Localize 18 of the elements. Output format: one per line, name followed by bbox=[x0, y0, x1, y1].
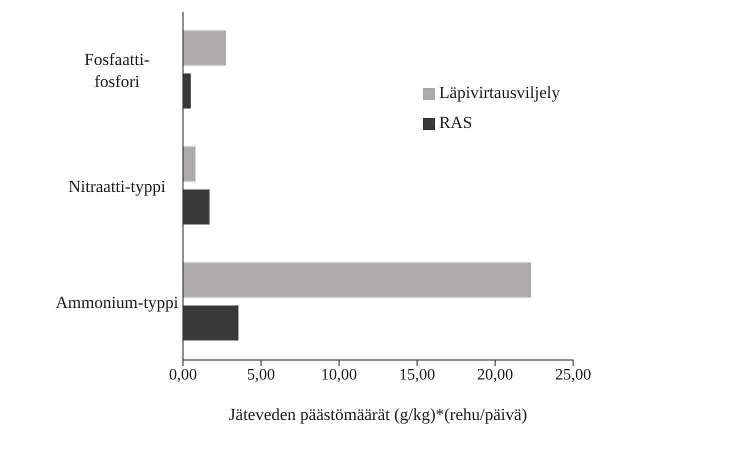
bar bbox=[183, 190, 210, 225]
bar bbox=[183, 74, 191, 109]
y-tick-label: Ammonium-typpi bbox=[56, 292, 179, 312]
bar bbox=[183, 306, 238, 341]
y-tick-label: Nitraatti-typpi bbox=[68, 176, 166, 196]
x-tick-label: 25,00 bbox=[555, 366, 592, 384]
x-tick-label: 5,00 bbox=[247, 366, 276, 384]
legend-label: Läpivirtausviljely bbox=[439, 83, 560, 102]
bar bbox=[183, 146, 196, 182]
y-tick-label: Fosfaatti-fosfori bbox=[84, 50, 150, 90]
bar bbox=[183, 30, 226, 66]
x-tick-label: 10,00 bbox=[321, 366, 358, 384]
bar bbox=[183, 262, 532, 298]
x-tick-label: 15,00 bbox=[399, 366, 436, 384]
x-tick-label: 0,00 bbox=[169, 366, 197, 384]
x-tick-label: 20,00 bbox=[477, 366, 514, 384]
legend-label: RAS bbox=[439, 113, 472, 132]
x-axis-title: Jäteveden päästömäärät (g/kg)*(rehu/päivä) bbox=[228, 405, 528, 424]
